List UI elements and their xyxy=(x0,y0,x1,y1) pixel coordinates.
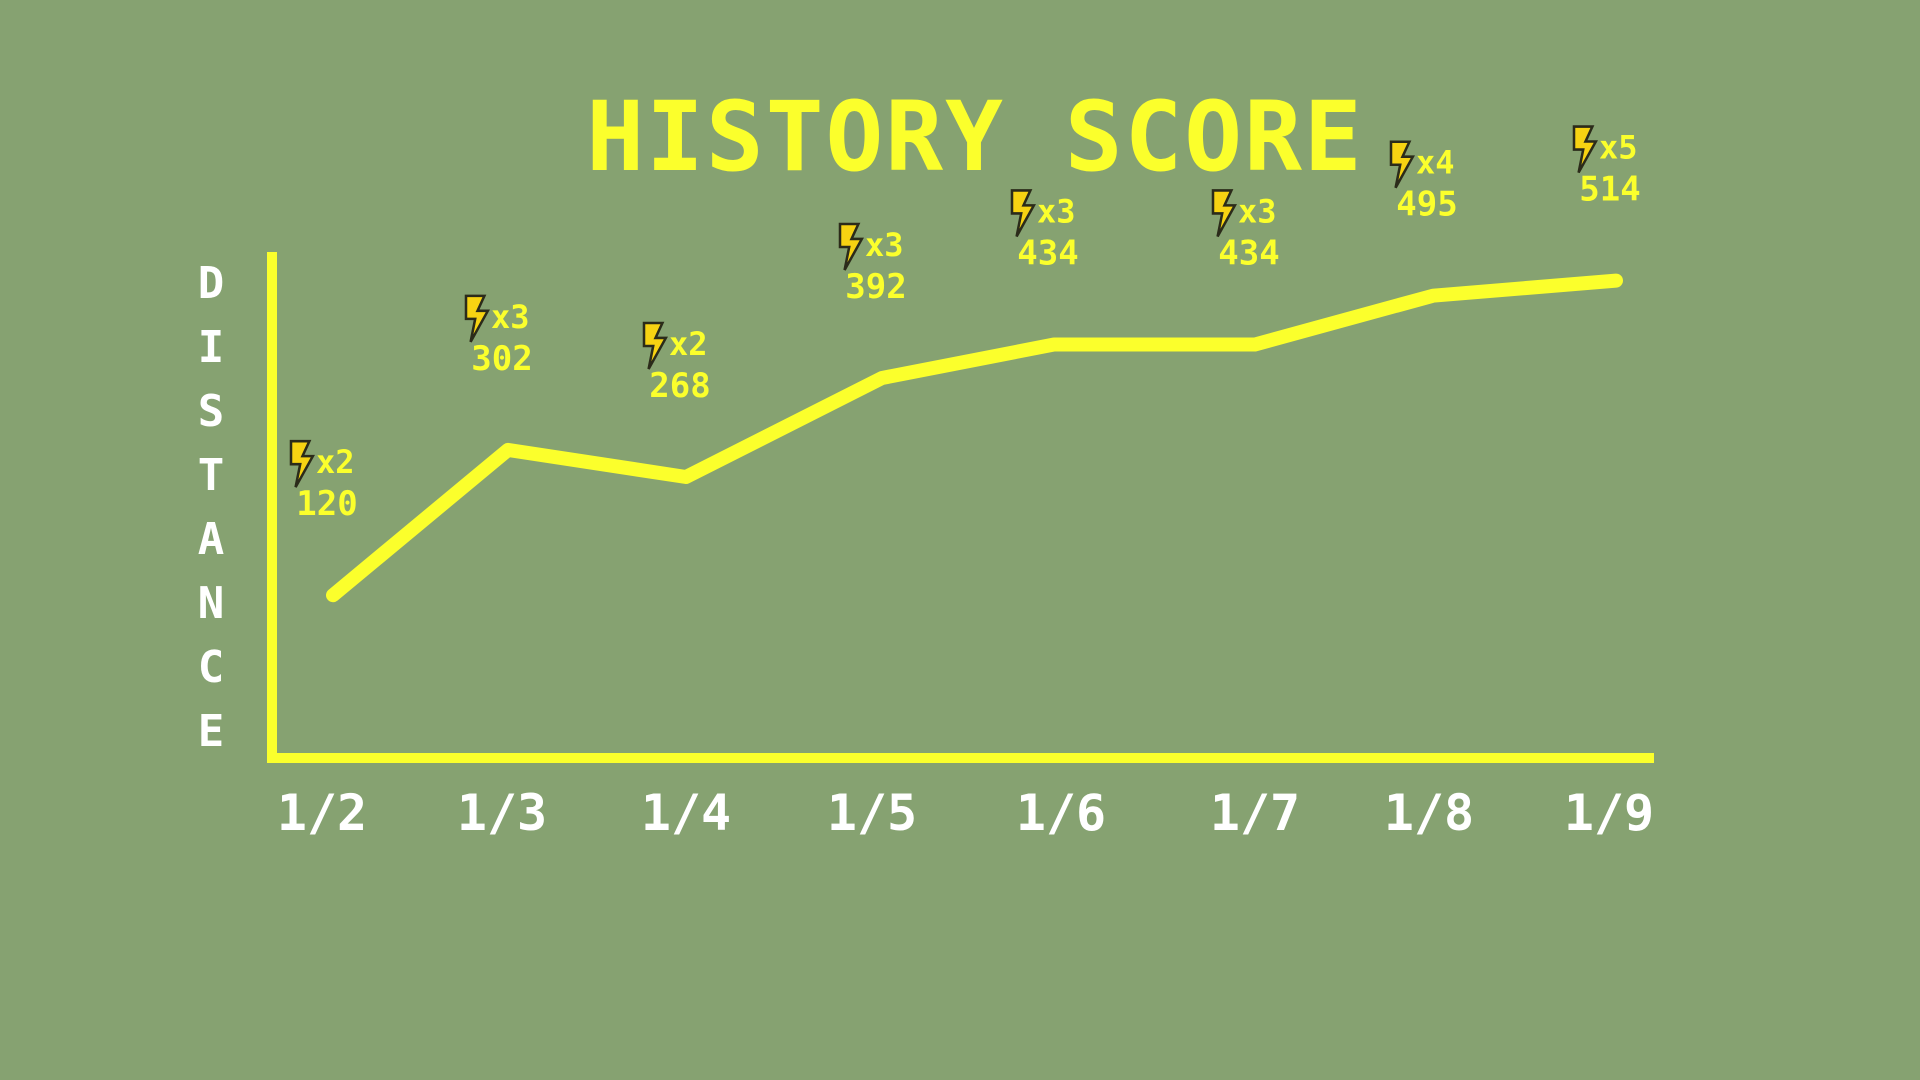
x-tick-label: 1/9 xyxy=(1564,784,1654,842)
x-tick-label: 1/5 xyxy=(827,784,917,842)
x-tick-label: 1/7 xyxy=(1210,784,1300,842)
multiplier-label: x3 xyxy=(491,298,530,336)
data-label: 392 xyxy=(845,267,906,307)
multiplier-label: x3 xyxy=(1238,192,1277,230)
lightning-bolt-icon xyxy=(1211,189,1237,238)
y-axis-label-letter: N xyxy=(198,578,225,629)
x-tick-label: 1/2 xyxy=(277,784,367,842)
chart-title: HISTORY SCORE xyxy=(586,81,1363,193)
y-axis-label-letter: D xyxy=(198,258,225,309)
data-label: 268 xyxy=(649,366,710,406)
y-axis-label-letter: A xyxy=(198,514,225,565)
lightning-bolt-icon xyxy=(1572,125,1598,174)
lightning-bolt-icon xyxy=(642,321,668,370)
x-tick-label: 1/6 xyxy=(1016,784,1106,842)
y-axis-label-letter: T xyxy=(198,450,225,501)
data-label: 302 xyxy=(471,339,532,379)
lightning-bolt-icon xyxy=(1389,140,1415,189)
lightning-bolt-icon xyxy=(289,439,315,488)
y-axis-label-letter: C xyxy=(198,642,225,693)
series-line xyxy=(326,273,1623,603)
data-label: 514 xyxy=(1579,170,1640,210)
x-tick-label: 1/3 xyxy=(457,784,547,842)
multiplier-label: x3 xyxy=(1037,192,1076,230)
x-tick-label: 1/8 xyxy=(1384,784,1474,842)
lightning-bolt-icon xyxy=(838,222,864,271)
data-label: 434 xyxy=(1218,233,1279,273)
x-tick-label: 1/4 xyxy=(641,784,731,842)
multiplier-label: x3 xyxy=(865,226,904,264)
data-label: 495 xyxy=(1396,185,1457,225)
multiplier-label: x5 xyxy=(1599,129,1638,167)
data-label: 434 xyxy=(1017,233,1078,273)
multiplier-label: x4 xyxy=(1416,144,1455,182)
x-axis-ticks: 1/2 1/3 1/4 1/5 1/6 1/7 1/8 1/9 xyxy=(277,784,1654,842)
lightning-bolt-icon xyxy=(464,294,490,343)
multiplier-label: x2 xyxy=(669,325,708,363)
y-axis-label-letter: I xyxy=(198,322,225,373)
data-label: 120 xyxy=(296,484,357,524)
y-axis-label-letter: E xyxy=(198,706,225,757)
y-axis-label-letter: S xyxy=(198,386,225,437)
lightning-bolt-icon xyxy=(1010,189,1036,238)
multiplier-label: x2 xyxy=(316,443,355,481)
